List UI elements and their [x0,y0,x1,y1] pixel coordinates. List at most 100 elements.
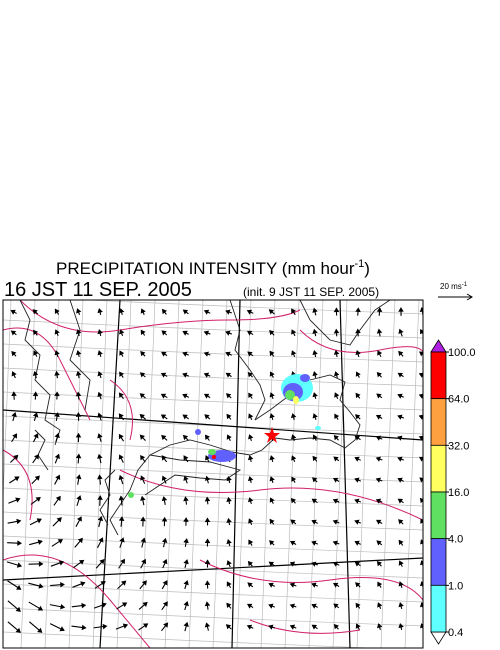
parallel [3,511,423,531]
wind-arrow [6,561,23,568]
wind-arrow [54,474,61,485]
valid-time: 16 JST 11 SEP. 2005 [4,279,192,301]
wind-head [60,603,66,610]
wind-head [80,581,86,587]
wind-arrow [97,329,103,337]
wind-arrow [289,582,297,588]
wind-head [75,412,82,417]
wind-head [183,517,189,522]
wind-head [203,351,209,357]
wind-arrow [140,308,146,315]
wind-head [120,558,125,565]
wind-arrow [11,412,17,422]
wind-head [333,603,339,609]
wind-arrow [161,516,168,527]
wind-arrow [375,498,383,504]
wind-head [268,561,275,567]
wind-arrow [161,601,168,611]
wind-head [97,453,103,459]
wind-arrow [140,475,146,484]
wind-arrow [49,623,65,632]
wind-head [419,477,423,483]
lat-lon-grid [3,300,423,648]
wind-head [418,393,423,399]
wind-arrow [355,623,361,630]
wind-arrow [269,476,275,484]
wind-head [311,519,317,525]
colorbar-segment [430,491,447,540]
wind-head [10,330,17,336]
wind-head [334,371,340,377]
wind-arrow [419,560,423,568]
wind-arrow [269,540,275,546]
wind-head [161,434,167,441]
colorbar-label: 16.0 [448,487,469,499]
wind-arrow [161,351,168,357]
wind-head [420,623,423,629]
wind-head [334,392,340,398]
meridian [44,300,60,648]
wind-arrow [118,558,125,569]
wind-head [161,455,167,461]
wind-arrow [50,581,65,588]
wind-arrow [311,624,318,630]
wind-head [269,350,275,357]
wind-arrow [398,560,404,567]
wind-arrow [332,540,340,546]
wind-arrow [33,329,39,336]
wind-scale-exponent: -1 [462,282,468,288]
wind-head [376,393,382,399]
wind-head [118,454,124,460]
wind-arrow [115,623,129,630]
wind-arrow [51,539,64,547]
wind-head [54,453,60,459]
wind-head [375,456,381,462]
wind-head [11,412,17,418]
wind-head [139,393,145,399]
wind-arrow [182,372,190,378]
wind-arrow [247,372,253,378]
wind-head [398,623,404,629]
wind-arrow [76,308,82,316]
wind-arrow [376,540,383,546]
wind-scale-unit: 20 ms [440,282,462,291]
meridian [356,300,372,648]
wind-head [183,496,189,502]
colorbar-label: 1.0 [448,580,463,592]
wind-head [311,624,318,630]
wind-head [182,309,189,315]
wind-head [14,476,20,482]
wind-arrow [7,580,22,590]
wind-head [355,582,361,588]
wind-head [38,583,44,589]
wind-arrow [247,455,254,463]
wind-arrow [140,329,146,336]
wind-head [247,603,253,609]
wind-arrow [160,372,168,378]
wind-arrow [398,350,404,357]
wind-arrow [226,538,232,547]
wind-arrow [119,371,125,378]
wind-arrow [93,602,107,609]
wind-head [57,539,64,544]
wind-head [247,560,253,567]
wind-head [290,497,296,504]
wind-head [75,391,82,397]
wind-head [37,539,43,545]
wind-head [33,433,39,439]
wind-head [246,624,253,630]
wind-head [54,391,60,397]
wind-arrow [93,623,108,630]
wind-arrow [204,475,211,484]
wind-head [77,537,83,544]
wind-arrow [312,371,318,379]
wind-arrow [291,308,296,316]
wind-head [37,605,44,611]
wind-head [355,307,361,313]
wind-head [140,308,146,314]
wind-head [33,350,39,356]
typhoon-marker [264,427,280,443]
wind-arrow [95,558,105,569]
wind-arrow [268,309,275,315]
wind-arrow [311,540,318,546]
